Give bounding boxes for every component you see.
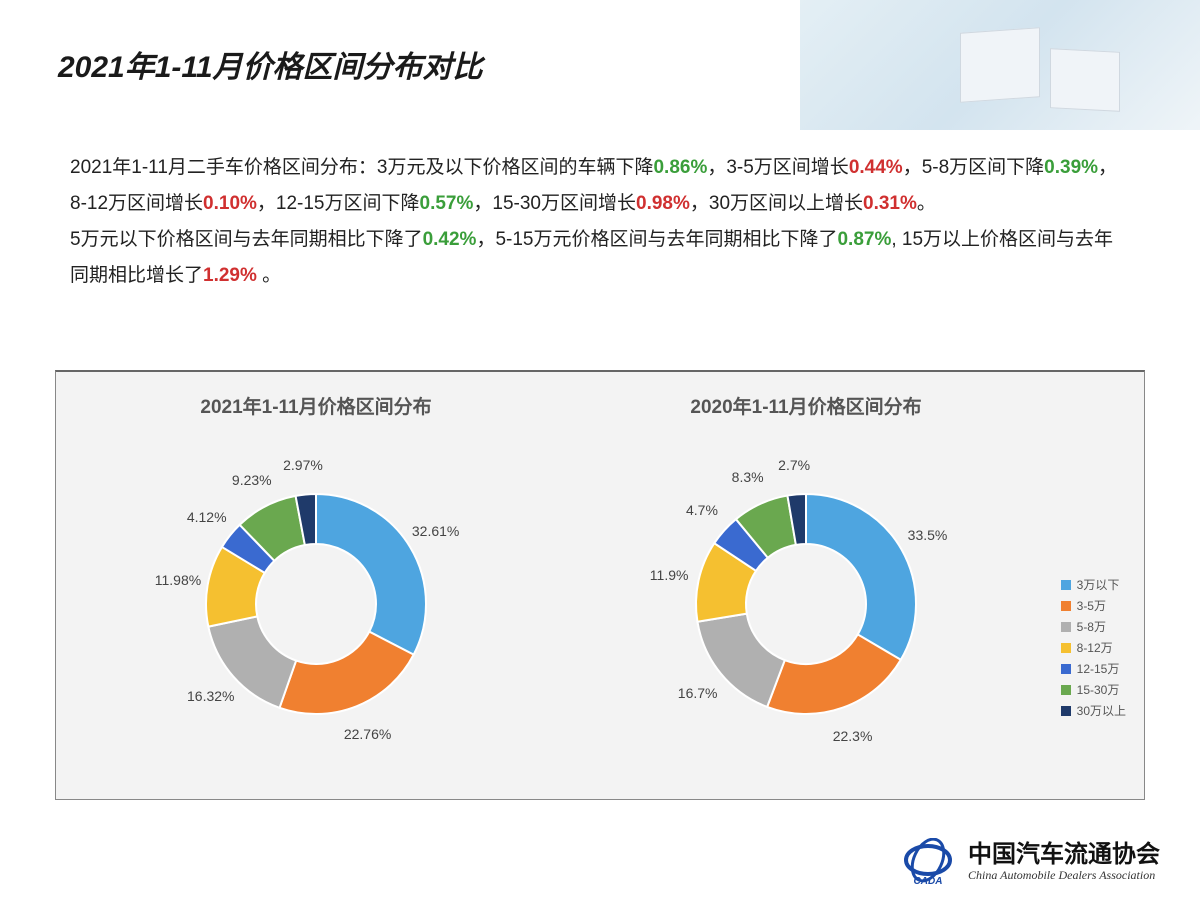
footer-branding: CADA 中国汽车流通协会 China Automobile Dealers A… bbox=[900, 838, 1160, 886]
chart-legend: 3万以下 3-5万 5-8万 8-12万 12-15万 15-30万 30万以上 bbox=[1061, 572, 1126, 723]
legend-swatch bbox=[1061, 664, 1071, 674]
legend-item: 3万以下 bbox=[1061, 576, 1126, 593]
legend-item: 3-5万 bbox=[1061, 597, 1126, 614]
legend-swatch bbox=[1061, 643, 1071, 653]
donut-chart-2021: 2021年1-11月价格区间分布 32.61% 22.76% 16.32% 11.98… bbox=[96, 392, 536, 779]
slice-label: 2.97% bbox=[283, 457, 323, 473]
summary-paragraph: 2021年1-11月二手车价格区间分布：3万元及以下价格区间的车辆下降0.86%… bbox=[70, 150, 1130, 294]
legend-swatch bbox=[1061, 580, 1071, 590]
slice-label: 11.98% bbox=[155, 572, 201, 588]
text: 2021年1-11月二手车价格区间分布：3万元及以下价格区间的车辆下降 bbox=[70, 157, 653, 178]
chart-title-left: 2021年1-11月价格区间分布 bbox=[96, 392, 536, 419]
pct-down: 0.86% bbox=[653, 157, 707, 178]
svg-text:CADA: CADA bbox=[914, 876, 943, 886]
legend-item: 15-30万 bbox=[1061, 681, 1126, 698]
legend-swatch bbox=[1061, 622, 1071, 632]
donut-slice bbox=[280, 632, 414, 714]
legend-item: 12-15万 bbox=[1061, 660, 1126, 677]
slice-label: 16.32% bbox=[187, 688, 234, 704]
slice-label: 4.12% bbox=[187, 509, 227, 525]
legend-label: 3-5万 bbox=[1077, 597, 1106, 614]
legend-swatch bbox=[1061, 706, 1071, 716]
footer-org-en: China Automobile Dealers Association bbox=[968, 869, 1160, 882]
footer-org-cn: 中国汽车流通协会 bbox=[968, 842, 1160, 868]
slice-label: 32.61% bbox=[412, 523, 459, 539]
legend-label: 15-30万 bbox=[1077, 681, 1120, 698]
donut-slice bbox=[316, 494, 426, 655]
header-cubes-decoration bbox=[940, 10, 1140, 120]
slice-label: 8.3% bbox=[732, 469, 764, 485]
legend-swatch bbox=[1061, 601, 1071, 611]
pct-up: 0.44% bbox=[849, 157, 903, 178]
donut-slice bbox=[806, 494, 916, 660]
legend-label: 5-8万 bbox=[1077, 618, 1106, 635]
page-title: 2021年1-11月价格区间分布对比 bbox=[58, 42, 483, 86]
legend-item: 8-12万 bbox=[1061, 639, 1126, 656]
chart-title-right: 2020年1-11月价格区间分布 bbox=[586, 392, 1026, 419]
legend-item: 5-8万 bbox=[1061, 618, 1126, 635]
legend-label: 30万以上 bbox=[1077, 702, 1126, 719]
legend-swatch bbox=[1061, 685, 1071, 695]
chart-panel: 2021年1-11月价格区间分布 32.61% 22.76% 16.32% 11.98… bbox=[55, 370, 1145, 800]
slice-label: 11.9% bbox=[650, 567, 689, 583]
slice-label: 4.7% bbox=[686, 502, 718, 518]
legend-item: 30万以上 bbox=[1061, 702, 1126, 719]
slice-label: 22.76% bbox=[344, 726, 391, 742]
cada-logo-icon: CADA bbox=[900, 838, 956, 886]
slice-label: 33.5% bbox=[908, 527, 948, 543]
legend-label: 3万以下 bbox=[1077, 576, 1120, 593]
legend-label: 12-15万 bbox=[1077, 660, 1120, 677]
legend-label: 8-12万 bbox=[1077, 639, 1113, 656]
slice-label: 2.7% bbox=[778, 457, 810, 473]
slice-label: 16.7% bbox=[678, 685, 718, 701]
donut-chart-2020: 2020年1-11月价格区间分布 33.5% 22.3% 16.7% 11.9% 4.7… bbox=[586, 392, 1026, 779]
slice-label: 9.23% bbox=[232, 472, 272, 488]
slice-label: 22.3% bbox=[833, 728, 873, 744]
